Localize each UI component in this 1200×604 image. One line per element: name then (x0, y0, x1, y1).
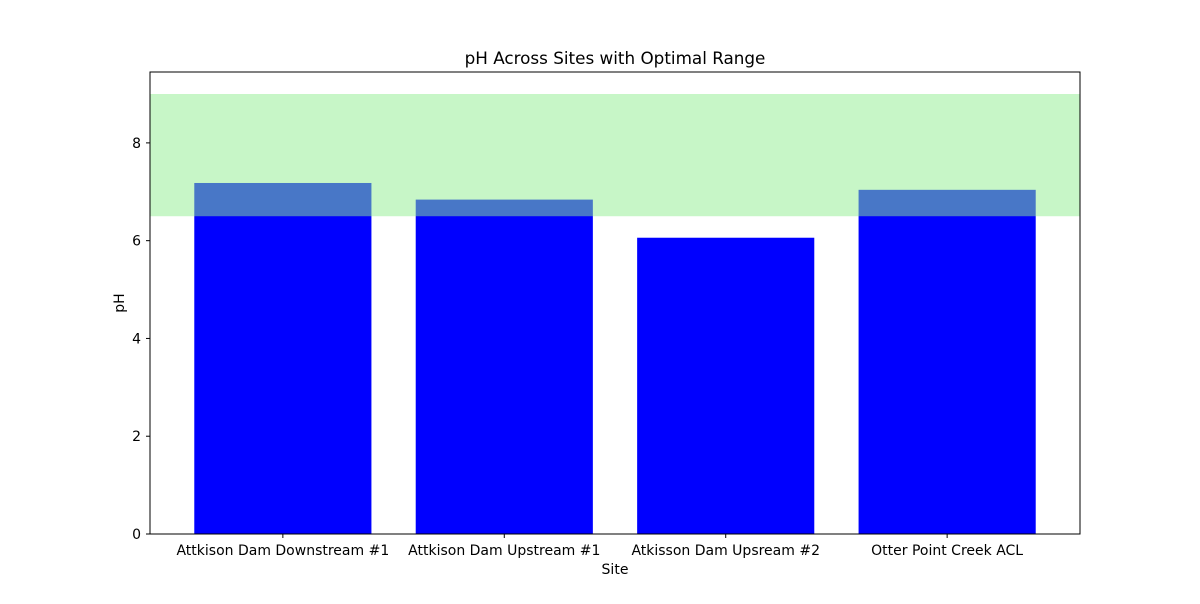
y-tick-label: 0 (132, 527, 141, 543)
bar-2 (415, 199, 593, 534)
y-tick-label: 2 (132, 429, 141, 445)
bars-layer (194, 182, 1036, 535)
x-tick-label: Attkison Dam Upstream #1 (408, 543, 600, 559)
y-tick-label: 6 (132, 234, 141, 250)
bar-1 (194, 182, 372, 534)
plot-frame (149, 71, 1081, 535)
x-axis-label: Site (602, 562, 629, 578)
y-tick-label: 4 (132, 331, 141, 347)
optimal-range-band (150, 94, 1080, 217)
bar-3 (637, 237, 815, 534)
chart-title: pH Across Sites with Optimal Range (465, 48, 766, 68)
optimal-range-layer (150, 94, 1080, 217)
x-tick-label: Attkison Dam Downstream #1 (176, 543, 389, 559)
y-tick-label: 8 (132, 136, 141, 152)
x-axis-ticks: Attkison Dam Downstream #1 Attkison Dam U… (176, 534, 1023, 559)
x-tick-label: Atkisson Dam Upsream #2 (631, 543, 820, 559)
x-tick-label: Otter Point Creek ACL (871, 543, 1023, 559)
y-axis-ticks: 0 2 4 6 8 (132, 136, 150, 543)
bar-4 (858, 189, 1036, 535)
y-axis-label: pH (112, 293, 128, 312)
